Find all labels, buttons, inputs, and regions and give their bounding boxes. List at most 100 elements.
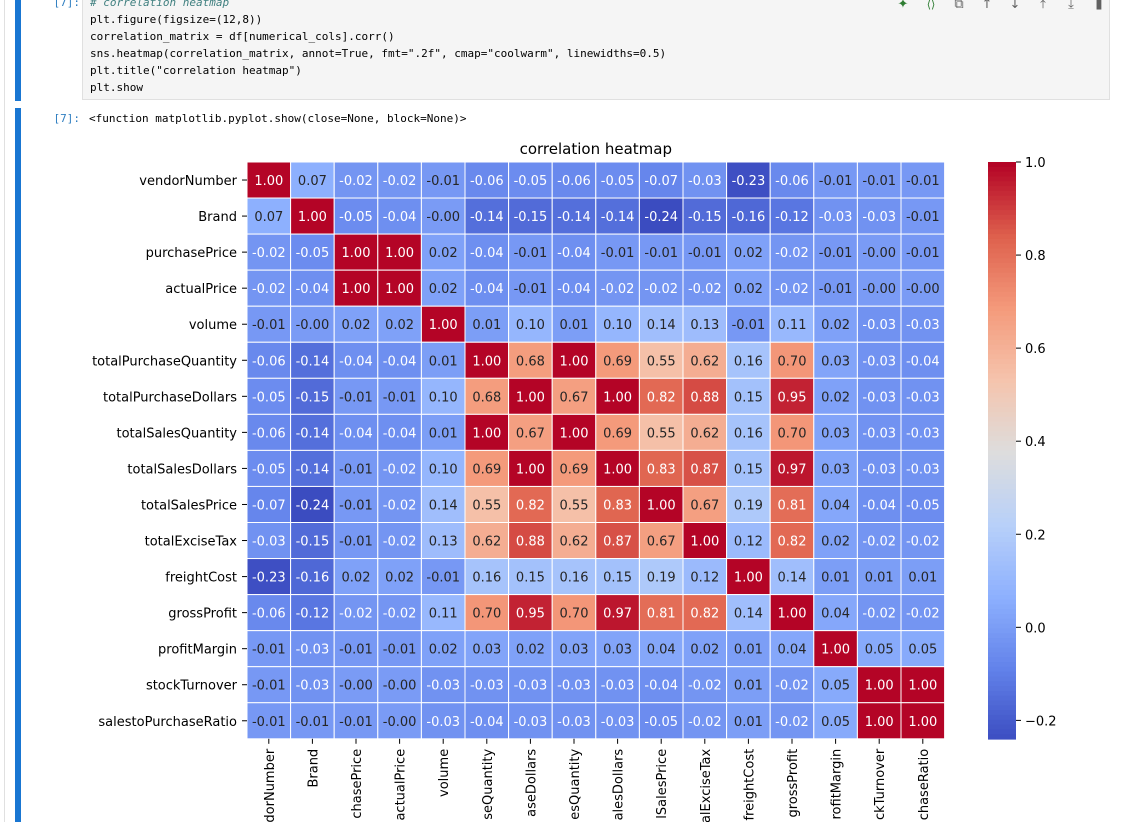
colorbar-segment bbox=[988, 676, 1016, 682]
colorbar-segment bbox=[988, 373, 1016, 379]
cell-annotation: -0.04 bbox=[339, 426, 373, 441]
colorbar-segment bbox=[988, 190, 1016, 197]
heatmap-cell bbox=[246, 449, 292, 487]
heatmap-cell bbox=[813, 449, 858, 487]
heatmap-cell bbox=[638, 377, 684, 415]
code-editor[interactable]: # correlation heatmap plt.figure(figsize… bbox=[82, 0, 1110, 100]
heatmap-cell bbox=[508, 485, 553, 524]
colorbar-segment bbox=[988, 311, 1016, 317]
cell-annotation: 0.01 bbox=[821, 571, 850, 586]
cell-annotation: -0.03 bbox=[296, 679, 330, 694]
colorbar-segment bbox=[988, 210, 1016, 216]
cell-annotation: 0.67 bbox=[647, 535, 676, 550]
heatmap-cell bbox=[638, 558, 684, 596]
colorbar-segment bbox=[988, 705, 1016, 711]
cell-annotation: -0.01 bbox=[339, 498, 373, 513]
heatmap-cell bbox=[464, 341, 510, 379]
heatmap-cell bbox=[856, 702, 902, 740]
insert-below-icon[interactable]: ⤓ bbox=[1068, 0, 1074, 12]
cell-annotation: 1.00 bbox=[516, 390, 545, 405]
cell-annotation: -0.12 bbox=[775, 210, 809, 225]
cell-annotation: 0.13 bbox=[429, 535, 458, 550]
heatmap-cell bbox=[813, 413, 858, 451]
heatmap-cell bbox=[856, 522, 902, 560]
column-tick-label: aseDollars bbox=[524, 749, 539, 817]
cell-annotation: -0.03 bbox=[514, 715, 548, 730]
colorbar-segment bbox=[988, 700, 1016, 706]
code-brackets-icon[interactable]: ⟨⟩ bbox=[926, 0, 936, 11]
cell-annotation: -0.05 bbox=[906, 498, 940, 513]
row-tick-label: stockTurnover bbox=[146, 679, 238, 694]
insert-above-icon[interactable]: ⤒ bbox=[1040, 0, 1046, 12]
colorbar-tick-label: 0.4 bbox=[1025, 435, 1046, 450]
colorbar-segment bbox=[988, 330, 1016, 336]
cell-annotation: -0.01 bbox=[601, 246, 635, 261]
cell-annotation: -0.02 bbox=[383, 498, 417, 513]
code-line-1: # correlation heatmap bbox=[90, 0, 230, 9]
cell-annotation: 0.03 bbox=[821, 462, 850, 477]
cell-annotation: -0.03 bbox=[906, 462, 940, 477]
cell-annotation: 0.02 bbox=[516, 643, 545, 658]
cell-annotation: -0.02 bbox=[339, 174, 373, 189]
sparkle-icon[interactable]: ✦ bbox=[897, 0, 909, 12]
heatmap-cell bbox=[551, 305, 597, 343]
cell-annotation: 0.55 bbox=[647, 354, 676, 369]
colorbar-segment bbox=[988, 690, 1016, 697]
heatmap-cell bbox=[420, 485, 466, 524]
output-cell-active-bar[interactable] bbox=[15, 108, 21, 822]
cell-annotation: 0.87 bbox=[690, 462, 719, 477]
heatmap-cell bbox=[900, 485, 946, 524]
cell-annotation: 1.00 bbox=[865, 715, 894, 730]
cell-annotation: -0.02 bbox=[688, 282, 722, 297]
cell-annotation: -0.04 bbox=[557, 282, 591, 297]
heatmap-cell bbox=[420, 269, 466, 307]
heatmap-cell bbox=[551, 522, 597, 560]
colorbar-segment bbox=[988, 657, 1016, 663]
cell-annotation: -0.01 bbox=[819, 174, 853, 189]
arrow-down-icon[interactable]: ↓ bbox=[1009, 0, 1021, 12]
cell-annotation: 0.15 bbox=[734, 462, 763, 477]
cell-annotation: -0.15 bbox=[688, 210, 722, 225]
colorbar-segment bbox=[988, 445, 1016, 452]
colorbar-segment bbox=[988, 479, 1016, 485]
cell-annotation: -0.01 bbox=[252, 643, 286, 658]
heatmap-cell bbox=[769, 269, 815, 307]
heatmap-cell bbox=[290, 666, 335, 704]
heatmap-cell bbox=[508, 161, 553, 199]
colorbar-segment bbox=[988, 604, 1016, 610]
heatmap-cell bbox=[420, 413, 466, 451]
cell-annotation: 0.05 bbox=[865, 643, 894, 658]
cell-annotation: -0.01 bbox=[252, 715, 286, 730]
duplicate-icon[interactable]: ⧉ bbox=[954, 0, 964, 12]
heatmap-cell bbox=[246, 630, 292, 668]
cell-annotation: 0.02 bbox=[342, 571, 371, 586]
delete-icon[interactable]: ▮ bbox=[1095, 0, 1103, 12]
cell-annotation: -0.03 bbox=[906, 390, 940, 405]
heatmap-cell bbox=[377, 341, 422, 379]
cell-annotation: -0.01 bbox=[514, 246, 548, 261]
cell-annotation: -0.04 bbox=[470, 246, 504, 261]
cell-annotation: -0.02 bbox=[383, 535, 417, 550]
colorbar-segment bbox=[988, 253, 1016, 259]
cell-annotation: -0.03 bbox=[601, 679, 635, 694]
cell-annotation: 1.00 bbox=[472, 426, 501, 441]
cell-annotation: 0.01 bbox=[865, 571, 894, 586]
cell-annotation: 0.04 bbox=[647, 643, 676, 658]
heatmap-cell bbox=[638, 522, 684, 560]
cell-annotation: 1.00 bbox=[385, 246, 414, 261]
cell-annotation: 0.16 bbox=[560, 571, 589, 586]
code-line-5: plt.title("correlation heatmap") bbox=[90, 64, 302, 77]
row-tick-label: profitMargin bbox=[158, 643, 237, 658]
heatmap-cell bbox=[595, 630, 640, 668]
code-line-6: plt.show bbox=[90, 81, 143, 94]
cell-annotation: -0.02 bbox=[775, 679, 809, 694]
heatmap-cell bbox=[682, 666, 728, 704]
cell-annotation: 0.62 bbox=[472, 535, 501, 550]
heatmap-cell bbox=[813, 702, 858, 740]
cell-annotation: 0.01 bbox=[429, 426, 458, 441]
input-cell-active-bar[interactable] bbox=[15, 0, 21, 101]
cell-annotation: -0.02 bbox=[906, 607, 940, 622]
heatmap-cell bbox=[595, 594, 640, 632]
arrow-up-icon[interactable]: ↑ bbox=[981, 0, 993, 12]
colorbar-segment bbox=[988, 498, 1016, 504]
